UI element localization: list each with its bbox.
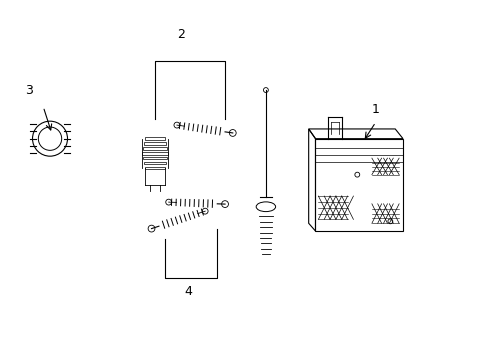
- Text: 2: 2: [177, 28, 185, 41]
- Text: 1: 1: [371, 103, 379, 116]
- Text: 4: 4: [184, 284, 192, 297]
- Text: 3: 3: [24, 84, 33, 97]
